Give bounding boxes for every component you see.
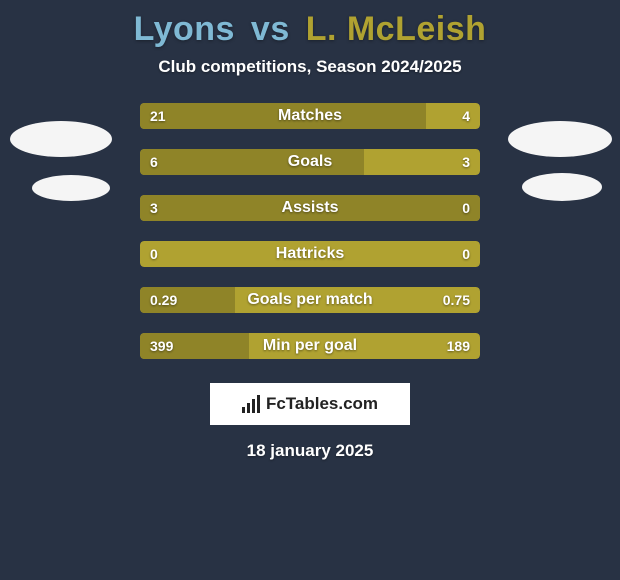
stat-left-value: 0.29	[150, 292, 177, 308]
stat-right-value: 0.75	[443, 292, 470, 308]
stat-label: Assists	[282, 199, 339, 217]
stat-row: 399 Min per goal 189	[140, 333, 480, 359]
comparison-card: Lyons vs L. McLeish Club competitions, S…	[0, 0, 620, 580]
stat-label: Goals per match	[247, 291, 372, 309]
decorative-ellipse	[522, 173, 602, 201]
player2-name: L. McLeish	[306, 10, 487, 48]
decorative-ellipse	[10, 121, 112, 157]
stat-right-value: 189	[447, 338, 470, 354]
stat-row: 0.29 Goals per match 0.75	[140, 287, 480, 313]
stat-right-value: 4	[462, 108, 470, 124]
site-logo: FcTables.com	[210, 383, 410, 425]
player1-name: Lyons	[134, 10, 235, 48]
stat-left-value: 3	[150, 200, 158, 216]
stat-left-value: 6	[150, 154, 158, 170]
stat-right-value: 3	[462, 154, 470, 170]
stat-row: 3 Assists 0	[140, 195, 480, 221]
stat-row: 0 Hattricks 0	[140, 241, 480, 267]
stat-label: Goals	[288, 153, 332, 171]
stats-column: 21 Matches 4 6 Goals 3 3 Assists 0 0 Hattricks 0 0.2…	[140, 103, 480, 359]
decorative-ellipse	[508, 121, 612, 157]
stat-label: Hattricks	[276, 245, 344, 263]
stat-right-value: 0	[462, 200, 470, 216]
stat-left-value: 0	[150, 246, 158, 262]
date-text: 18 january 2025	[0, 441, 620, 461]
stat-label: Matches	[278, 107, 342, 125]
stat-left-value: 21	[150, 108, 166, 124]
bar-chart-icon	[242, 395, 260, 413]
decorative-ellipse	[32, 175, 110, 201]
logo-text: FcTables.com	[266, 394, 378, 414]
stat-row: 6 Goals 3	[140, 149, 480, 175]
page-title: Lyons vs L. McLeish	[0, 6, 620, 57]
content-area: 21 Matches 4 6 Goals 3 3 Assists 0 0 Hattricks 0 0.2…	[0, 103, 620, 461]
stat-left-value: 399	[150, 338, 173, 354]
stat-label: Min per goal	[263, 337, 357, 355]
vs-separator: vs	[251, 10, 290, 48]
stat-row: 21 Matches 4	[140, 103, 480, 129]
stat-right-value: 0	[462, 246, 470, 262]
subtitle: Club competitions, Season 2024/2025	[0, 57, 620, 77]
